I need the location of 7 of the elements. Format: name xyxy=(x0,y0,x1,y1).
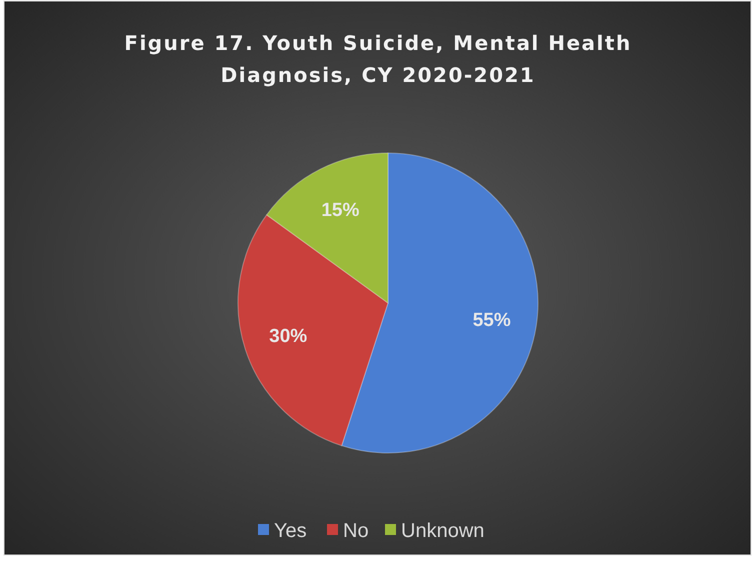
legend-label: Unknown xyxy=(401,520,484,542)
data-label: 15% xyxy=(321,200,360,222)
data-label: 30% xyxy=(269,326,308,348)
chart-title: Figure 17. Youth Suicide, Mental Health Diagnosis, CY 2020-2021 xyxy=(124,31,632,87)
data-label: 55% xyxy=(472,310,511,332)
slice-label: Yes xyxy=(274,520,307,542)
legend-label: No xyxy=(343,520,369,542)
